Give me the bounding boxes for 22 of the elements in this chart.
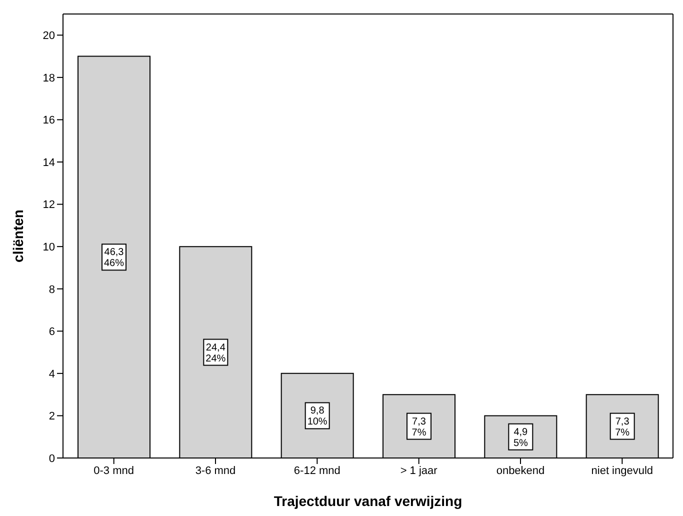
y-tick-label: 4: [48, 368, 55, 380]
y-tick-label: 0: [48, 452, 55, 465]
x-tick-label: > 1 jaar: [400, 464, 438, 477]
y-tick-label: 14: [42, 156, 55, 169]
y-tick-label: 6: [48, 326, 55, 338]
x-axis-title: Trajectduur vanaf verwijzing: [274, 493, 462, 509]
y-tick-label: 18: [42, 72, 55, 84]
annotation: 4,9 5%: [513, 426, 528, 449]
y-tick-label: 2: [48, 410, 55, 423]
y-tick-label: 10: [42, 241, 55, 254]
annotation: 7,3 7%: [412, 416, 426, 438]
y-axis-title: cliënten: [10, 210, 26, 262]
y-tick-label: 8: [48, 284, 55, 296]
x-tick-label: niet ingevuld: [591, 464, 654, 477]
y-tick-label: 12: [42, 199, 55, 212]
x-tick-label: onbekend: [496, 464, 545, 477]
x-tick-label: 6-12 mnd: [294, 464, 340, 477]
x-tick-label: 3-6 mnd: [195, 464, 236, 477]
y-tick-label: 16: [42, 114, 55, 127]
y-tick-label: 20: [42, 30, 55, 42]
x-tick-label: 0-3 mnd: [94, 464, 134, 477]
annotation: 7,3 7%: [615, 416, 630, 438]
